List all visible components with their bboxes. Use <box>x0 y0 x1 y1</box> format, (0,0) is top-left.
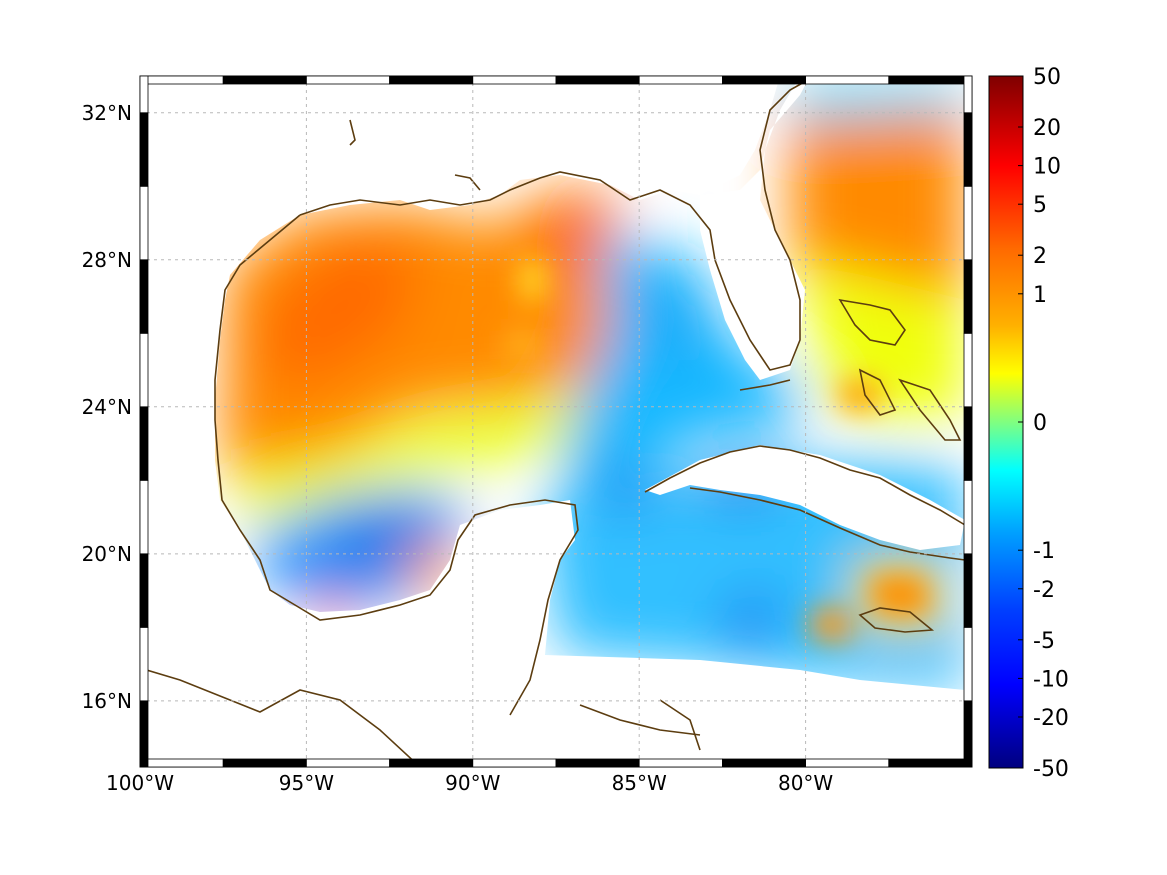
colorbar-tick-label: 10 <box>1033 155 1061 180</box>
x-tick-label: 80°W <box>778 771 833 795</box>
frame-segment <box>963 626 973 702</box>
y-tick-label: 28°N <box>82 248 132 272</box>
frame-segment <box>888 758 973 768</box>
y-axis-labels: 32°N 28°N 24°N 20°N 16°N <box>82 101 132 713</box>
anomaly-field <box>220 80 965 690</box>
colorbar-tick-label: -2 <box>1033 578 1055 603</box>
colorbar-tick-label: 0 <box>1033 411 1047 436</box>
frame-segment <box>555 75 640 85</box>
x-tick-label: 95°W <box>279 771 334 795</box>
frame-segment <box>139 259 149 334</box>
frame-segment <box>222 75 307 85</box>
colorbar-tick-label: 20 <box>1033 116 1061 141</box>
x-tick-label: 85°W <box>612 771 667 795</box>
frame-segment <box>963 406 973 481</box>
frame-segment <box>139 758 224 768</box>
frame-segment <box>139 553 149 628</box>
frame-segment <box>139 406 149 481</box>
frame-segment <box>805 758 890 768</box>
x-tick-label: 90°W <box>445 771 500 795</box>
frame-segment <box>963 553 973 628</box>
colorbar-tick-label: -50 <box>1033 757 1069 782</box>
frame-segment <box>722 75 807 85</box>
frame-segment <box>389 75 474 85</box>
frame-segment <box>139 700 149 768</box>
frame-segment <box>963 112 973 187</box>
y-tick-label: 32°N <box>82 101 132 125</box>
frame-segment <box>472 75 557 85</box>
frame-segment <box>389 758 474 768</box>
land-mask <box>140 76 965 767</box>
frame-segment <box>139 479 149 555</box>
frame-segment <box>963 332 973 408</box>
colorbar-tick-label: -10 <box>1033 667 1069 692</box>
x-tick-label: 100°W <box>106 771 174 795</box>
colorbar-tick-label: 1 <box>1033 283 1047 308</box>
frame-segment <box>963 185 973 261</box>
frame-segment <box>555 758 640 768</box>
frame-segment <box>963 259 973 334</box>
frame-segment <box>722 758 807 768</box>
colorbar-tick-label: -5 <box>1033 629 1055 654</box>
colorbar-gradient <box>988 75 1024 769</box>
frame-checker-bars <box>139 75 973 768</box>
y-tick-label: 20°N <box>82 542 132 566</box>
frame-segment <box>638 75 723 85</box>
frame-segment <box>139 75 149 114</box>
frame-segment <box>139 112 149 187</box>
frame-segment <box>805 75 890 85</box>
y-tick-label: 24°N <box>82 395 132 419</box>
colorbar-tick-label: 2 <box>1033 244 1047 269</box>
frame-segment <box>305 75 390 85</box>
frame-segment <box>638 758 723 768</box>
colorbar-tick-label: -1 <box>1033 539 1055 564</box>
frame-segment <box>139 626 149 702</box>
x-axis-labels: 100°W 95°W 90°W 85°W 80°W <box>106 771 833 795</box>
frame-segment <box>139 75 224 85</box>
colorbar-tick-label: 50 <box>1033 65 1061 90</box>
grid-lines <box>140 76 972 767</box>
colorbar-tick-label: -20 <box>1033 706 1069 731</box>
frame-segment <box>305 758 390 768</box>
frame-segment <box>888 75 973 85</box>
frame-segment <box>472 758 557 768</box>
frame-segment <box>139 332 149 408</box>
frame-segment <box>222 758 307 768</box>
y-tick-label: 16°N <box>82 689 132 713</box>
frame-segment <box>963 700 973 768</box>
frame-segment <box>139 185 149 261</box>
frame-segment <box>963 75 973 114</box>
colorbar-tick-label: 5 <box>1033 193 1047 218</box>
frame-segment <box>963 479 973 555</box>
coastline <box>140 76 966 767</box>
